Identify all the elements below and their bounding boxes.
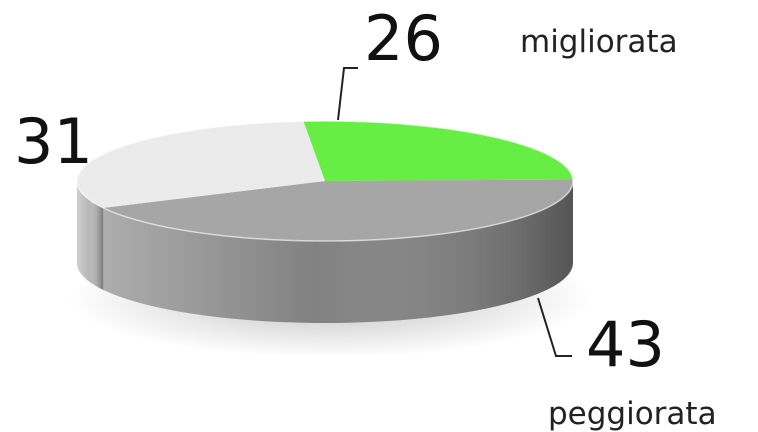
- slice-value-label-26: 26: [364, 2, 443, 75]
- slice-value-label-43: 43: [586, 308, 665, 381]
- pie-tops: [76, 120, 574, 242]
- category-label-peggiorata: peggiorata: [548, 396, 717, 432]
- pie-slice-side-shading-31: [77, 181, 104, 290]
- pie-rim-highlight: [76, 120, 574, 242]
- pie-slice-26: [303, 121, 573, 181]
- category-label-migliorata: migliorata: [520, 24, 678, 60]
- pie-slice-31: [76, 121, 325, 208]
- leader-line-43: [537, 297, 572, 357]
- pie-slice-side-shading-43: [103, 181, 573, 323]
- pie-sides: [77, 181, 573, 323]
- slice-value-label-31: 31: [14, 105, 93, 178]
- leader-line-26: [337, 67, 358, 121]
- pie-slice-43: [103, 179, 574, 242]
